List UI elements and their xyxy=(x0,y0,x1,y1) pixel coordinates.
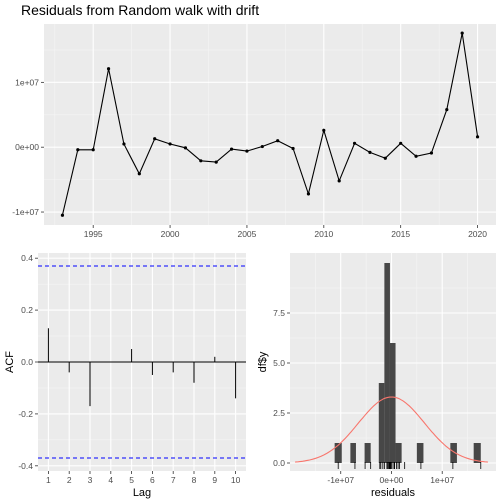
x-tick-label: 4 xyxy=(108,475,113,485)
y-tick-label: 1e+07 xyxy=(15,77,39,87)
acf-y-axis-title: ACF xyxy=(4,351,16,373)
histogram-bar xyxy=(364,443,371,463)
histogram-bar xyxy=(473,443,481,463)
x-tick-label: 2 xyxy=(67,475,72,485)
y-tick-label: 5.0 xyxy=(273,358,285,368)
residual-point xyxy=(199,159,203,163)
residual-point xyxy=(475,135,480,139)
residual-point xyxy=(183,146,188,150)
x-tick-label: 9 xyxy=(212,475,217,485)
residual-point xyxy=(229,147,234,151)
x-tick-label: 2000 xyxy=(161,229,180,239)
residual-point xyxy=(322,128,326,132)
residual-point xyxy=(306,192,311,196)
histogram-x-axis-title: residuals xyxy=(371,487,416,499)
y-tick-label: -0.2 xyxy=(18,409,33,419)
acf-plot: 1 2 3 4 5 6 7 8 9 10 -0.4 -0.2 0.0 0.2 0.4 Lag ACF xyxy=(4,253,246,499)
x-tick-label: 2015 xyxy=(391,229,410,239)
y-tick-label: 0e+00 xyxy=(15,142,39,152)
residual-point xyxy=(153,137,157,141)
x-tick-label: 7 xyxy=(171,475,176,485)
residual-point xyxy=(337,179,341,183)
histogram-bar xyxy=(395,443,402,463)
acf-marks xyxy=(38,265,246,459)
residual-point xyxy=(137,172,141,176)
x-tick-label: 2010 xyxy=(314,229,333,239)
x-tick-label: -1e+07 xyxy=(327,475,354,485)
y-tick-label: 2.5 xyxy=(273,408,285,418)
y-tick-label: -1e+07 xyxy=(12,207,39,217)
histogram-bar xyxy=(378,383,385,463)
residual-point xyxy=(106,67,111,71)
chart-title: Residuals from Random walk with drift xyxy=(21,2,259,18)
residual-point xyxy=(245,149,249,153)
x-tick-label: 1 xyxy=(46,475,51,485)
histogram-bar xyxy=(384,263,390,463)
residual-point xyxy=(214,160,218,164)
x-tick-label: 2020 xyxy=(468,229,487,239)
histogram-bar xyxy=(350,443,356,463)
residual-series xyxy=(60,31,480,217)
acf-grid xyxy=(38,253,246,471)
residual-point xyxy=(368,150,372,154)
time-plot-axes: 1995 2000 2005 2010 2015 2020 -1e+07 0e+00 1e+07 xyxy=(12,77,487,239)
x-tick-label: 8 xyxy=(192,475,197,485)
residual-point xyxy=(60,213,65,217)
x-tick-label: 3 xyxy=(88,475,93,485)
residuals-time-plot: Residuals from Random walk with drift 19… xyxy=(12,2,496,239)
acf-axes: 1 2 3 4 5 6 7 8 9 10 -0.4 -0.2 0.0 0.2 0.4 xyxy=(18,253,240,485)
residual-point xyxy=(414,154,418,158)
residual-histogram: -1e+07 0e+00 1e+07 0.0 2.5 5.0 7.5 residuals d… xyxy=(257,253,496,499)
residual-point xyxy=(91,148,95,152)
residual-point xyxy=(276,139,280,143)
residual-point xyxy=(291,146,295,151)
acf-x-axis-title: Lag xyxy=(133,487,151,499)
y-tick-label: -0.4 xyxy=(18,461,33,471)
histogram-y-axis-title: df$y xyxy=(257,351,269,372)
histogram-bar xyxy=(416,443,424,463)
residual-point xyxy=(260,144,264,149)
histogram-bar xyxy=(450,443,457,463)
residual-point xyxy=(445,107,449,112)
y-tick-label: 0.2 xyxy=(21,305,33,315)
residual-point xyxy=(122,142,126,146)
residual-point xyxy=(460,31,464,35)
normal-curve xyxy=(295,396,488,463)
histogram-bar xyxy=(389,343,396,463)
residual-point xyxy=(168,142,172,146)
residual-point xyxy=(352,141,357,145)
residual-line xyxy=(61,32,479,216)
x-tick-label: 1e+07 xyxy=(430,475,454,485)
time-plot-panel xyxy=(44,24,496,225)
x-tick-label: 6 xyxy=(150,475,155,485)
x-tick-label: 10 xyxy=(231,475,241,485)
x-tick-label: 1995 xyxy=(84,229,103,239)
histogram-axes: -1e+07 0e+00 1e+07 0.0 2.5 5.0 7.5 xyxy=(273,308,454,485)
histogram-bar xyxy=(334,443,342,463)
histogram-marks xyxy=(295,263,488,469)
x-tick-label: 0e+00 xyxy=(380,475,404,485)
residual-point xyxy=(429,151,434,155)
y-tick-label: 0.4 xyxy=(21,253,33,263)
y-tick-label: 7.5 xyxy=(273,308,285,318)
y-tick-label: 0.0 xyxy=(273,458,285,468)
x-tick-label: 2005 xyxy=(237,229,256,239)
x-tick-label: 5 xyxy=(129,475,134,485)
residual-point xyxy=(383,156,387,160)
residual-point xyxy=(76,148,80,152)
y-tick-label: 0.0 xyxy=(21,357,33,367)
time-plot-grid xyxy=(44,24,496,225)
residual-point xyxy=(399,141,403,145)
